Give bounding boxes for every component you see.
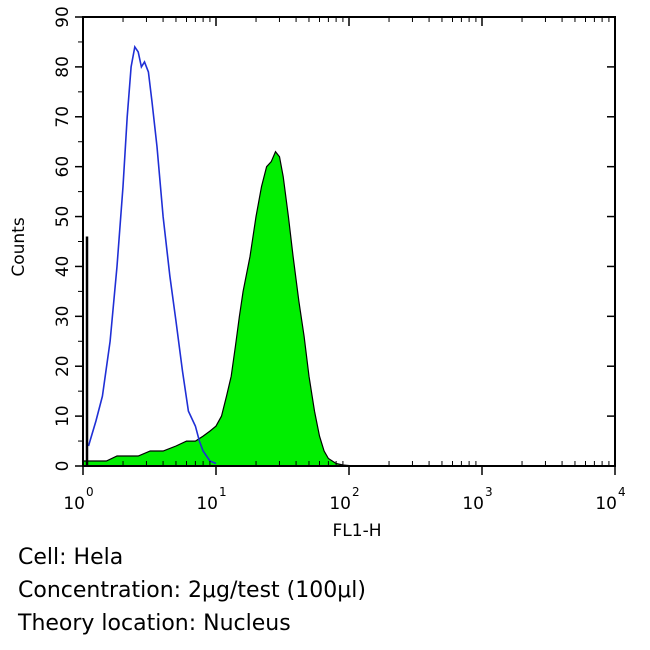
caption-cell: Cell: Hela [18, 545, 124, 570]
x-tick-label: 103 [462, 485, 492, 514]
y-tick-label: 80 [53, 56, 73, 78]
x-tick-label-exponent: 3 [485, 485, 493, 499]
plot-background [83, 17, 615, 466]
x-tick-label: 104 [595, 485, 625, 514]
x-tick-label: 102 [329, 485, 359, 514]
y-tick-label: 30 [53, 306, 73, 328]
x-tick-label-base: 10 [329, 494, 351, 514]
x-tick-label-exponent: 0 [86, 485, 94, 499]
y-tick-label: 40 [53, 256, 73, 278]
y-tick-label: 60 [53, 156, 73, 178]
y-tick-label: 10 [53, 405, 73, 427]
series-0-outline-histogram [87, 44, 217, 465]
x-tick-label: 100 [63, 485, 93, 514]
y-axis: 0 10 20 30 40 50 60 70 80 90 [53, 6, 615, 471]
caption-concentration: Concentration: 2μg/test (100μl) [18, 578, 366, 603]
y-tick-label: 20 [53, 355, 73, 377]
x-tick-label-exponent: 2 [352, 485, 360, 499]
y-tick-label: 70 [53, 106, 73, 128]
x-tick-label-base: 10 [196, 494, 218, 514]
x-tick-label-base: 10 [63, 494, 85, 514]
x-axis-title: FL1-H [333, 521, 382, 541]
x-tick-label-base: 10 [595, 494, 617, 514]
series-1-filled-histogram [82, 150, 350, 467]
x-tick-label-base: 10 [462, 494, 484, 514]
x-tick-label: 101 [196, 485, 226, 514]
y-tick-label: 90 [53, 6, 73, 28]
x-tick-label-exponent: 1 [219, 485, 227, 499]
y-axis-title: Counts [9, 217, 29, 276]
caption-theory-location: Theory location: Nucleus [18, 611, 291, 636]
y-tick-label: 50 [53, 206, 73, 228]
y-tick-label: 0 [53, 461, 73, 472]
x-tick-label-exponent: 4 [618, 485, 626, 499]
